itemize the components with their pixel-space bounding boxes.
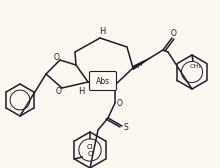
Text: CH₃: CH₃ xyxy=(189,64,201,69)
Text: O: O xyxy=(54,52,60,61)
Polygon shape xyxy=(133,58,150,70)
Text: O: O xyxy=(171,30,177,38)
Text: S: S xyxy=(124,122,128,132)
Text: ·': ·' xyxy=(137,62,143,72)
Text: Abs: Abs xyxy=(96,77,110,87)
Text: O: O xyxy=(117,99,123,109)
Text: H: H xyxy=(78,88,84,96)
FancyBboxPatch shape xyxy=(90,72,117,91)
Text: H: H xyxy=(99,27,105,35)
Text: Cl: Cl xyxy=(87,144,93,150)
Text: Cl: Cl xyxy=(87,151,94,157)
Text: O: O xyxy=(56,88,62,96)
